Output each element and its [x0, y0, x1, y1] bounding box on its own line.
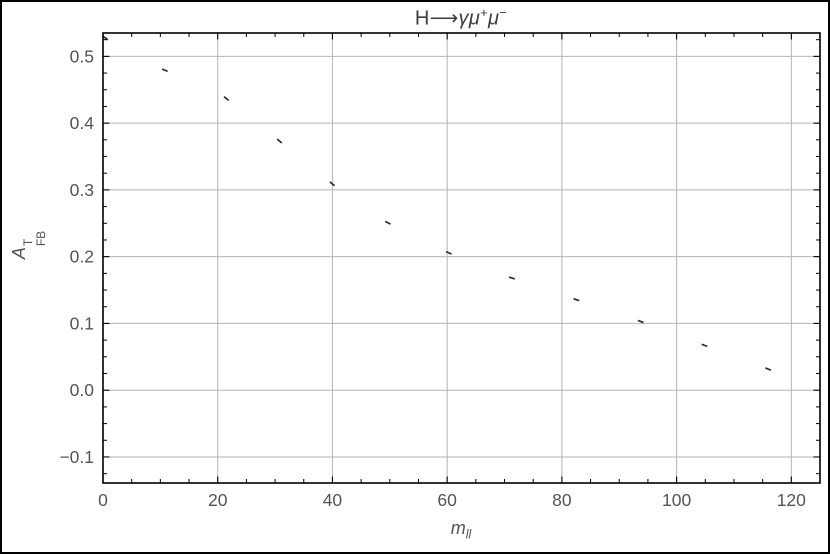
y-tick-label: −0.1	[59, 447, 94, 467]
x-tick-label: 60	[437, 490, 457, 510]
x-tick-label: 20	[208, 490, 228, 510]
y-tick-label: 0.4	[70, 113, 95, 133]
asymmetry-curve	[102, 35, 821, 391]
y-tick-label: 0.3	[70, 180, 94, 200]
x-tick-label: 100	[662, 490, 691, 510]
x-axis-label: mll	[451, 518, 472, 542]
x-tick-label: 80	[552, 490, 572, 510]
title-minus-superscript: −	[499, 5, 508, 20]
y-tick-label: 0.1	[70, 313, 94, 333]
x-tick-label: 40	[323, 490, 343, 510]
title-plus-superscript: +	[480, 5, 489, 20]
y-tick-label: 0.0	[70, 380, 95, 400]
title-gamma-mu: γμ	[458, 7, 481, 30]
plot-frame	[102, 32, 821, 484]
y-tick-label: 0.2	[70, 247, 94, 267]
plot-title: H⟶γμ+μ−	[415, 5, 507, 31]
y-tick-label: 0.5	[70, 46, 94, 66]
x-tick-label: 0	[98, 490, 108, 510]
title-mu: μ	[488, 7, 500, 30]
x-axis-label-base: m	[450, 518, 466, 538]
x-axis-label-subscript: ll	[465, 527, 472, 542]
title-prefix: H⟶	[414, 7, 459, 30]
x-tick-label: 120	[777, 490, 806, 510]
